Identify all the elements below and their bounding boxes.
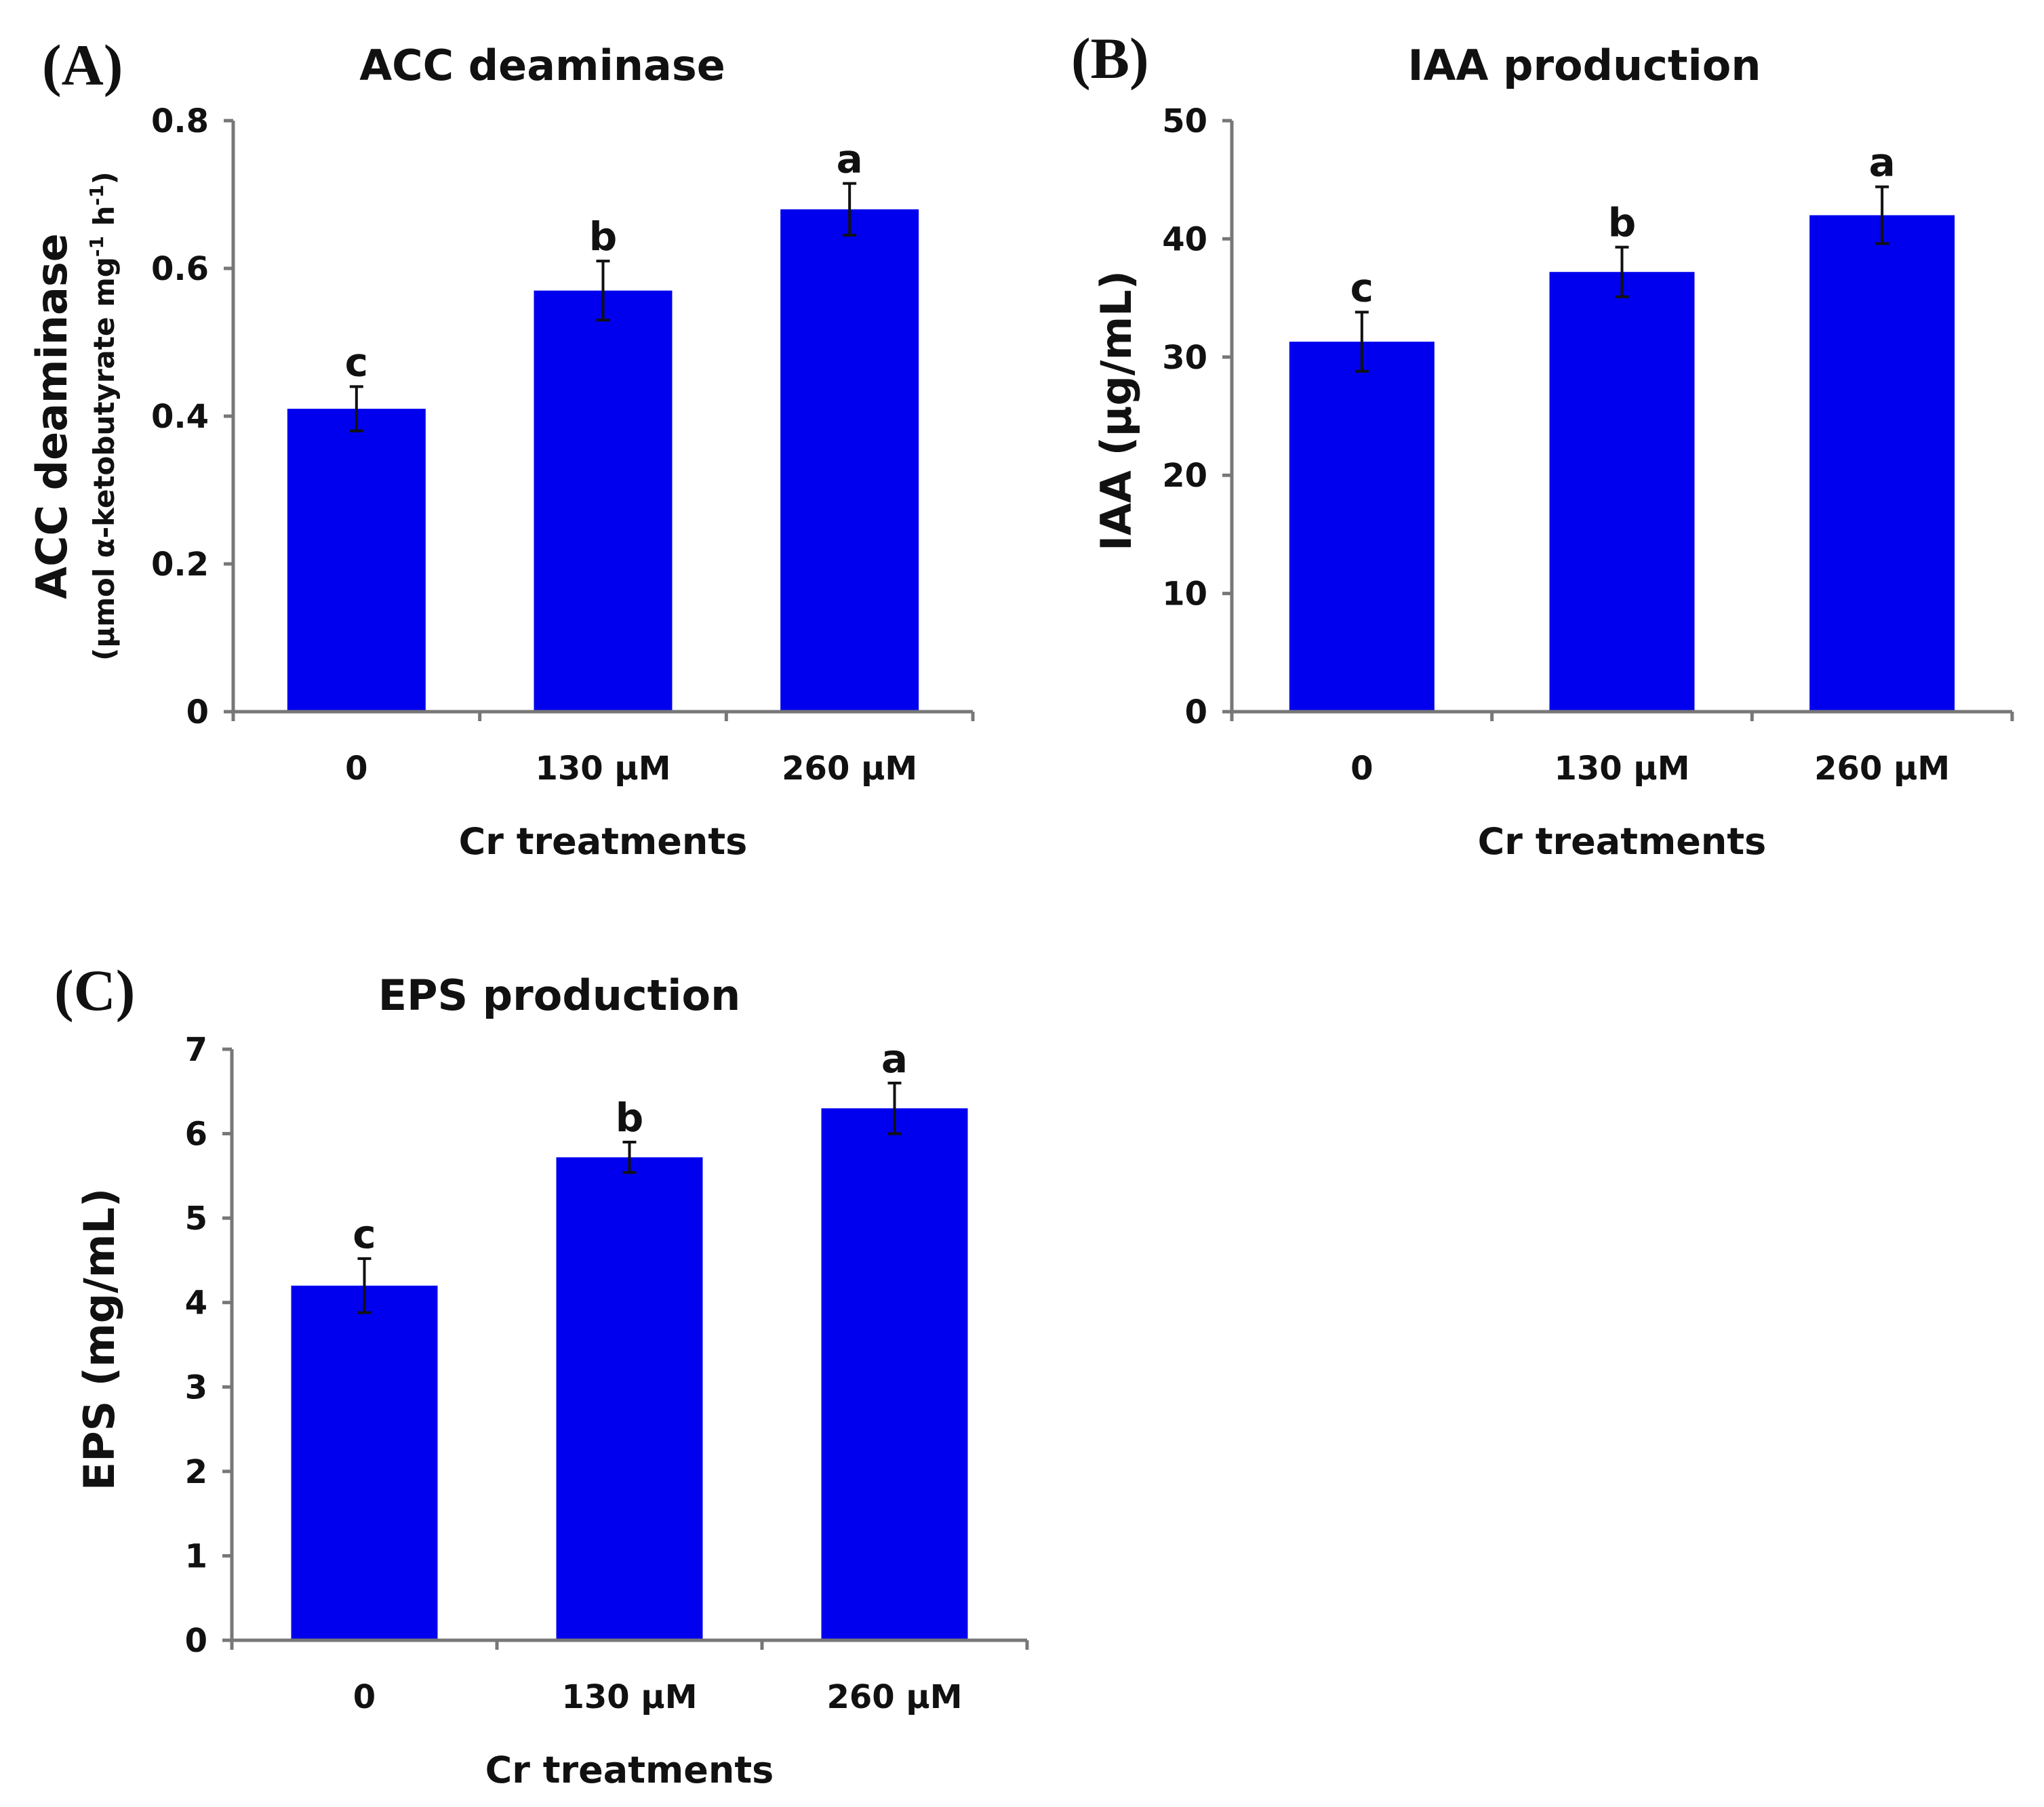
y-tick-label: 4	[185, 1284, 207, 1322]
y-axis-title: EPS (mg/mL)	[75, 1188, 124, 1490]
y-tick-label: 0	[185, 1622, 207, 1660]
bar	[1809, 215, 1955, 712]
y-axis-title: IAA (µg/mL)	[1091, 270, 1141, 551]
panel-letter: (A)	[42, 33, 123, 98]
x-axis-title: Cr treatments	[1478, 820, 1767, 863]
significance-letter: a	[837, 136, 863, 182]
bar	[556, 1157, 703, 1640]
bar	[821, 1108, 968, 1640]
y-axis-unit-exponent: -1	[85, 184, 108, 205]
x-tick-label: 260 µM	[1814, 750, 1950, 788]
y-tick-label: 0	[186, 693, 209, 731]
significance-letter: c	[1350, 265, 1374, 311]
x-tick-label: 130 µM	[1555, 750, 1690, 788]
significance-letter: c	[353, 1211, 376, 1257]
x-tick-label: 260 µM	[827, 1678, 963, 1716]
x-axis-title: Cr treatments	[459, 820, 748, 863]
y-axis-unit-text: )	[87, 171, 121, 184]
y-tick-label: 2	[185, 1453, 207, 1491]
panel-c: (C) EPS production c 0 b 130 µM a 260 µM 0 1 2 3 4 5 6…	[54, 958, 1029, 1791]
panel-b: (B) IAA production c 0 b 130 µM a 260 µM 0 10 20 30…	[1071, 26, 2014, 863]
x-tick-label: 260 µM	[782, 750, 917, 788]
x-tick-label: 0	[353, 1678, 376, 1716]
y-tick-label: 0.4	[151, 398, 209, 436]
significance-letter: b	[616, 1095, 644, 1141]
bar	[1549, 272, 1695, 712]
y-tick-label: 1	[185, 1537, 207, 1575]
y-tick-label: 0.6	[151, 250, 209, 288]
significance-letter: b	[589, 214, 618, 260]
y-tick-label: 30	[1162, 339, 1207, 377]
significance-letter: c	[345, 339, 368, 385]
panel-letter: (B)	[1071, 26, 1149, 91]
x-tick-label: 0	[345, 750, 367, 788]
y-axis-title: ACC deaminase	[27, 233, 77, 599]
y-tick-label: 6	[185, 1116, 207, 1154]
chart-title: IAA production	[1407, 41, 1761, 90]
x-tick-label: 130 µM	[562, 1678, 698, 1716]
y-tick-label: 3	[185, 1368, 207, 1406]
y-tick-label: 10	[1162, 575, 1207, 613]
y-tick-label: 50	[1162, 102, 1207, 140]
chart-title: EPS production	[378, 971, 740, 1020]
bar	[1289, 342, 1435, 712]
panel-a: (A) ACC deaminase c 0 b 130 µM a 260 µM 0 0.2 0.4 0…	[27, 33, 975, 863]
panel-letter: (C)	[54, 958, 135, 1023]
x-axis-title: Cr treatments	[485, 1749, 774, 1791]
y-tick-label: 7	[185, 1031, 207, 1069]
bar	[534, 290, 673, 712]
significance-letter: b	[1608, 200, 1637, 246]
y-axis-subtitle: (µmol α-ketobutyrate mg-1 h-1)	[85, 171, 121, 661]
x-tick-label: 0	[1350, 750, 1373, 788]
bar	[287, 409, 426, 712]
y-tick-label: 5	[185, 1200, 207, 1238]
y-tick-label: 20	[1162, 457, 1207, 495]
y-axis-unit-text: (µmol α-ketobutyrate mg	[87, 257, 121, 661]
y-axis-unit-text: h	[87, 205, 121, 236]
y-axis-unit-exponent: -1	[85, 236, 108, 257]
significance-letter: a	[1869, 140, 1896, 186]
y-tick-label: 0.8	[151, 102, 209, 140]
bar	[780, 209, 919, 712]
bar	[291, 1285, 438, 1640]
y-tick-label: 0	[1185, 693, 1207, 731]
significance-letter: a	[881, 1036, 908, 1082]
chart-title: ACC deaminase	[359, 41, 725, 90]
x-tick-label: 130 µM	[536, 750, 671, 788]
y-tick-label: 0.2	[151, 546, 209, 584]
y-tick-label: 40	[1162, 220, 1207, 258]
